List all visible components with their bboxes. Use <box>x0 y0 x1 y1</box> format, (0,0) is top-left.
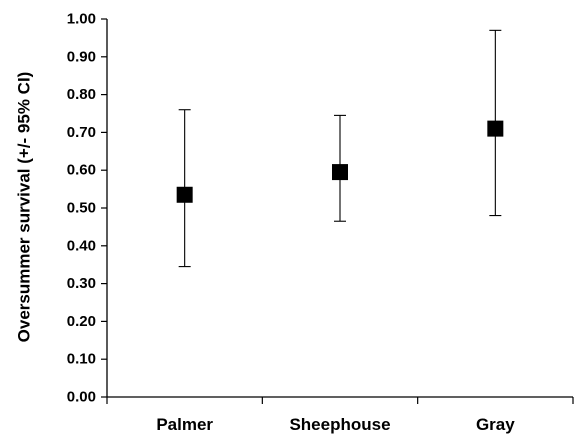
y-tick-label: 0.60 <box>67 162 96 179</box>
y-tick-label: 0.30 <box>67 275 96 292</box>
y-tick-label: 0.20 <box>67 313 96 330</box>
data-point-marker <box>332 164 348 181</box>
x-category-label: Gray <box>476 415 515 434</box>
y-tick-label: 0.50 <box>67 200 96 217</box>
y-axis-title: Oversummer survival (+/- 95% CI) <box>14 72 33 343</box>
y-tick-label: 0.70 <box>67 124 96 141</box>
y-tick-label: 1.00 <box>67 11 96 28</box>
data-point-marker <box>176 186 193 203</box>
y-axis-title-group: Oversummer survival (+/- 95% CI) <box>14 72 33 343</box>
y-tick-label: 0.40 <box>67 237 96 254</box>
y-tick-label: 0.10 <box>67 351 96 368</box>
x-category-label: Palmer <box>156 415 213 434</box>
x-category-label: Sheephouse <box>289 415 390 434</box>
data-point-marker <box>487 120 504 137</box>
y-tick-label: 0.00 <box>67 389 96 406</box>
plot-area: 0.00 0.10 0.20 0.30 0.40 0.50 0.60 0.70 0.80 0.90… <box>67 11 574 434</box>
y-tick-label: 0.80 <box>67 86 96 103</box>
y-tick-label: 0.90 <box>67 48 96 65</box>
